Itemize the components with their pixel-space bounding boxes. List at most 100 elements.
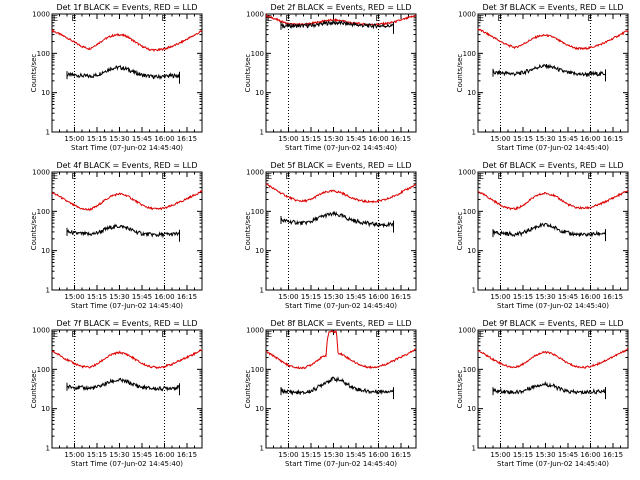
x-tick-label: 15:00: [490, 451, 510, 459]
x-tick-label: 15:00: [64, 293, 84, 301]
y-tick-label: 10: [467, 247, 476, 255]
chart-panel-3: Det 3f BLACK = Events, RED = LLD 1 10 100 10…: [456, 3, 629, 152]
x-tick-label: 15:00: [278, 135, 298, 143]
x-tick-label: 16:15: [177, 135, 197, 143]
y-tick-label: 1000: [458, 327, 476, 335]
chart-title: Det 1f BLACK = Events, RED = LLD: [56, 3, 197, 12]
x-axis-label: Start Time (07-Jun-02 14:45:40): [285, 144, 397, 152]
x-tick-label: 16:00: [368, 451, 388, 459]
marker-flag: E: [162, 14, 167, 23]
chart-title: Det 6f BLACK = Events, RED = LLD: [482, 161, 623, 170]
chart-title: Det 3f BLACK = Events, RED = LLD: [482, 3, 623, 12]
x-tick-label: 15:15: [513, 293, 533, 301]
x-tick-label: 15:15: [301, 451, 321, 459]
y-tick-label: 1000: [32, 169, 50, 177]
lld-series-line: [265, 330, 417, 370]
x-axis-label: Start Time (07-Jun-02 14:45:40): [285, 460, 397, 468]
marker-flag: E: [162, 172, 167, 181]
x-axis-label: Start Time (07-Jun-02 14:45:40): [71, 460, 183, 468]
x-tick-label: 15:45: [558, 293, 578, 301]
events-series-line: [280, 376, 394, 396]
y-axis-label: Counts/sec: [456, 54, 464, 93]
y-axis-label: Counts/sec: [244, 370, 252, 409]
x-tick-label: 15:00: [278, 293, 298, 301]
lld-series-line: [51, 190, 203, 212]
y-tick-label: 100: [251, 366, 264, 374]
marker-flag: E: [267, 330, 272, 339]
chart-panel-8: Det 8f BLACK = Events, RED = LLD 1 10 100 10…: [244, 319, 417, 468]
events-series-line: [280, 210, 394, 229]
y-tick-label: 100: [37, 50, 50, 58]
y-axis-label: Counts/sec: [244, 54, 252, 93]
marker-flag: E: [72, 330, 77, 339]
y-tick-label: 1000: [246, 169, 264, 177]
y-tick-label: 1000: [246, 11, 264, 19]
marker-flag: E: [286, 14, 291, 23]
marker-flag: E: [498, 172, 503, 181]
x-tick-label: 15:30: [323, 293, 343, 301]
x-tick-label: 16:00: [368, 135, 388, 143]
y-tick-label: 1000: [458, 169, 476, 177]
x-tick-label: 16:15: [177, 451, 197, 459]
x-tick-label: 16:00: [580, 293, 600, 301]
x-tick-label: 16:15: [603, 293, 623, 301]
x-tick-label: 15:30: [109, 451, 129, 459]
marker-flag: E: [267, 172, 272, 181]
marker-flag: E: [72, 172, 77, 181]
y-tick-label: 10: [255, 405, 264, 413]
y-axis-label: Counts/sec: [30, 370, 38, 409]
y-axis-label: Counts/sec: [30, 212, 38, 251]
lld-series-line: [51, 348, 203, 370]
marker-flag: E: [588, 172, 593, 181]
x-tick-label: 16:15: [391, 135, 411, 143]
y-tick-label: 1: [46, 129, 50, 137]
x-tick-label: 15:45: [346, 451, 366, 459]
x-tick-label: 15:15: [87, 293, 107, 301]
y-tick-label: 100: [251, 50, 264, 58]
y-tick-label: 10: [467, 89, 476, 97]
marker-flag: E: [162, 330, 167, 339]
x-tick-label: 15:15: [301, 293, 321, 301]
x-tick-label: 16:00: [580, 135, 600, 143]
chart-title: Det 7f BLACK = Events, RED = LLD: [56, 319, 197, 328]
y-axis-label: Counts/sec: [456, 370, 464, 409]
marker-flag: E: [53, 172, 58, 181]
marker-flag: E: [479, 330, 484, 339]
y-axis-label: Counts/sec: [244, 212, 252, 251]
marker-flag: E: [53, 330, 58, 339]
x-axis-label: Start Time (07-Jun-02 14:45:40): [497, 144, 609, 152]
y-tick-label: 100: [463, 50, 476, 58]
x-tick-label: 15:45: [132, 293, 152, 301]
x-tick-label: 15:30: [109, 293, 129, 301]
y-axis-label: Counts/sec: [456, 212, 464, 251]
x-tick-label: 15:45: [132, 451, 152, 459]
y-tick-label: 1: [472, 129, 476, 137]
x-tick-label: 15:45: [346, 293, 366, 301]
x-tick-label: 16:00: [154, 293, 174, 301]
x-tick-label: 15:15: [301, 135, 321, 143]
chart-panel-2: Det 2f BLACK = Events, RED = LLD 1 10 100 10…: [244, 3, 417, 152]
chart-panel-9: Det 9f BLACK = Events, RED = LLD 1 10 100 10…: [456, 319, 629, 468]
marker-flag: E: [498, 14, 503, 23]
chart-title: Det 9f BLACK = Events, RED = LLD: [482, 319, 623, 328]
marker-flag: E: [588, 14, 593, 23]
y-tick-label: 10: [41, 405, 50, 413]
events-series-line: [66, 223, 180, 239]
chart-title: Det 2f BLACK = Events, RED = LLD: [270, 3, 411, 12]
y-tick-label: 1: [260, 287, 264, 295]
lld-series-line: [265, 13, 417, 27]
events-series-line: [66, 377, 180, 392]
y-tick-label: 10: [41, 89, 50, 97]
x-tick-label: 15:15: [87, 135, 107, 143]
marker-flag: E: [286, 172, 291, 181]
lld-series-line: [477, 190, 629, 211]
y-tick-label: 100: [37, 208, 50, 216]
x-tick-label: 15:15: [87, 451, 107, 459]
x-axis-label: Start Time (07-Jun-02 14:45:40): [285, 302, 397, 310]
marker-flag: E: [479, 14, 484, 23]
x-tick-label: 15:15: [513, 135, 533, 143]
x-tick-label: 15:30: [535, 451, 555, 459]
y-tick-label: 100: [37, 366, 50, 374]
marker-flag: E: [376, 330, 381, 339]
y-tick-label: 1000: [246, 327, 264, 335]
